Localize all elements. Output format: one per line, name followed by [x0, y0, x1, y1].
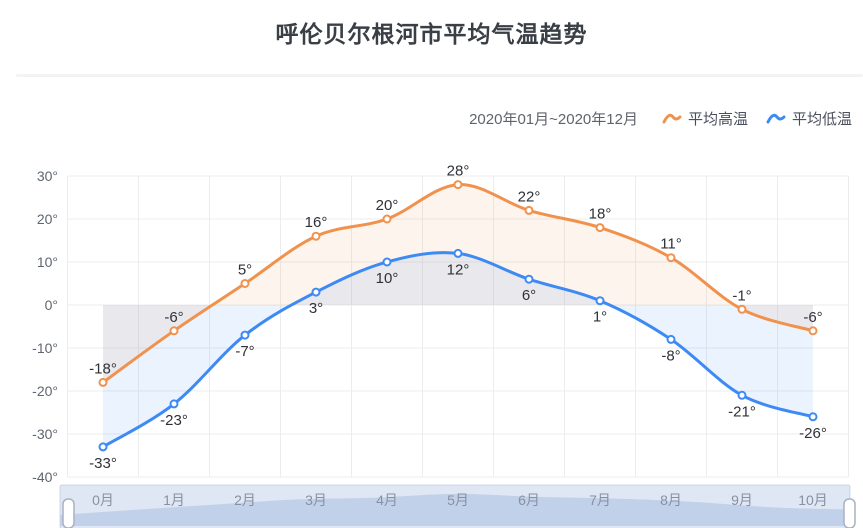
data-label-high: -18° [89, 360, 117, 377]
y-axis-tick-label: -10° [32, 340, 58, 356]
data-point-high[interactable] [382, 214, 392, 224]
area-fill-high [103, 184, 813, 383]
data-label-low: -23° [160, 412, 188, 429]
data-label-low: -21° [728, 403, 756, 420]
y-axis-tick-label: -30° [32, 426, 58, 442]
y-axis-tick-label: -20° [32, 383, 58, 399]
data-point-high[interactable] [311, 231, 321, 241]
x-axis-month-label: 7月 [589, 492, 611, 508]
data-label-low: -33° [89, 455, 117, 472]
data-label-high: 18° [589, 206, 612, 223]
data-label-low: 12° [447, 261, 470, 278]
line-curve-icon [766, 113, 786, 124]
data-point-low[interactable] [666, 334, 676, 344]
x-axis-month-label: 3月 [305, 492, 327, 508]
data-point-high[interactable] [666, 253, 676, 263]
data-point-high[interactable] [595, 223, 605, 233]
data-point-high[interactable] [808, 326, 818, 336]
data-label-high: 22° [518, 188, 541, 205]
legend-label-high: 平均高温 [687, 110, 748, 128]
data-label-low: -26° [799, 425, 827, 442]
data-point-low[interactable] [595, 296, 605, 306]
header-divider [16, 74, 863, 77]
data-label-low: 3° [309, 300, 323, 317]
data-point-low[interactable] [737, 390, 747, 400]
y-axis-tick-label: 10° [37, 254, 58, 270]
area-fill-low [103, 252, 813, 447]
data-label-low: 10° [376, 270, 399, 287]
y-axis-tick-label: 20° [37, 211, 58, 227]
data-point-high[interactable] [98, 377, 108, 387]
data-point-low[interactable] [382, 257, 392, 267]
x-axis-month-label: 8月 [660, 492, 682, 508]
data-point-high[interactable] [240, 279, 250, 288]
x-axis-month-label: 4月 [376, 492, 398, 508]
data-label-high: 16° [305, 214, 328, 231]
data-label-high: -6° [164, 309, 183, 326]
x-axis-month-label: 1月 [163, 492, 185, 508]
data-label-high: 20° [376, 197, 399, 214]
data-point-high[interactable] [737, 304, 747, 314]
data-point-low[interactable] [453, 248, 463, 258]
datazoom-handle-left[interactable] [62, 498, 75, 528]
x-axis-month-label: 6月 [518, 492, 540, 508]
y-axis-tick-label: 30° [37, 168, 58, 184]
data-point-low[interactable] [311, 287, 321, 297]
x-axis-month-label: 10月 [798, 492, 828, 508]
x-axis-month-label: 5月 [447, 492, 469, 508]
chart-title: 呼伦贝尔根河市平均气温趋势 [275, 21, 588, 47]
y-axis-tick-label: 0° [45, 297, 58, 313]
data-point-high[interactable] [453, 180, 463, 190]
line-curve-icon [662, 113, 682, 124]
datazoom-data-shadow [60, 493, 850, 526]
chart-toolbar: 2020年01月~2020年12月 平均高温 平均低温 [469, 105, 852, 131]
legend-label-low: 平均低温 [791, 110, 852, 128]
data-label-low: 6° [522, 287, 536, 304]
legend-item-high[interactable]: 平均高温 [662, 108, 748, 129]
date-range-label: 2020年01月~2020年12月 [469, 110, 638, 128]
x-axis-month-label: 9月 [731, 492, 753, 508]
legend-item-low[interactable]: 平均低温 [766, 108, 852, 129]
data-point-low[interactable] [98, 442, 108, 452]
data-point-low[interactable] [808, 412, 818, 422]
data-label-high: 5° [238, 262, 252, 279]
datazoom-selected-region[interactable] [60, 485, 850, 528]
data-label-low: -8° [661, 347, 680, 364]
data-label-low: 1° [593, 309, 607, 326]
data-point-low[interactable] [524, 274, 534, 284]
data-point-high[interactable] [169, 326, 179, 336]
data-label-high: -6° [803, 309, 822, 326]
data-point-high[interactable] [524, 205, 534, 215]
data-label-high: 11° [660, 236, 682, 253]
data-label-high: -1° [732, 287, 751, 304]
data-label-low: -7° [235, 343, 254, 360]
x-axis-month-label: 2月 [234, 492, 256, 508]
y-axis-tick-label: -40° [32, 469, 58, 485]
data-label-high: 28° [447, 163, 470, 180]
datazoom-handle-right[interactable] [843, 498, 856, 528]
data-point-low[interactable] [240, 330, 250, 340]
data-point-low[interactable] [169, 399, 179, 409]
legend: 平均高温 平均低温 [662, 108, 852, 129]
x-axis-month-label: 0月 [92, 492, 114, 508]
